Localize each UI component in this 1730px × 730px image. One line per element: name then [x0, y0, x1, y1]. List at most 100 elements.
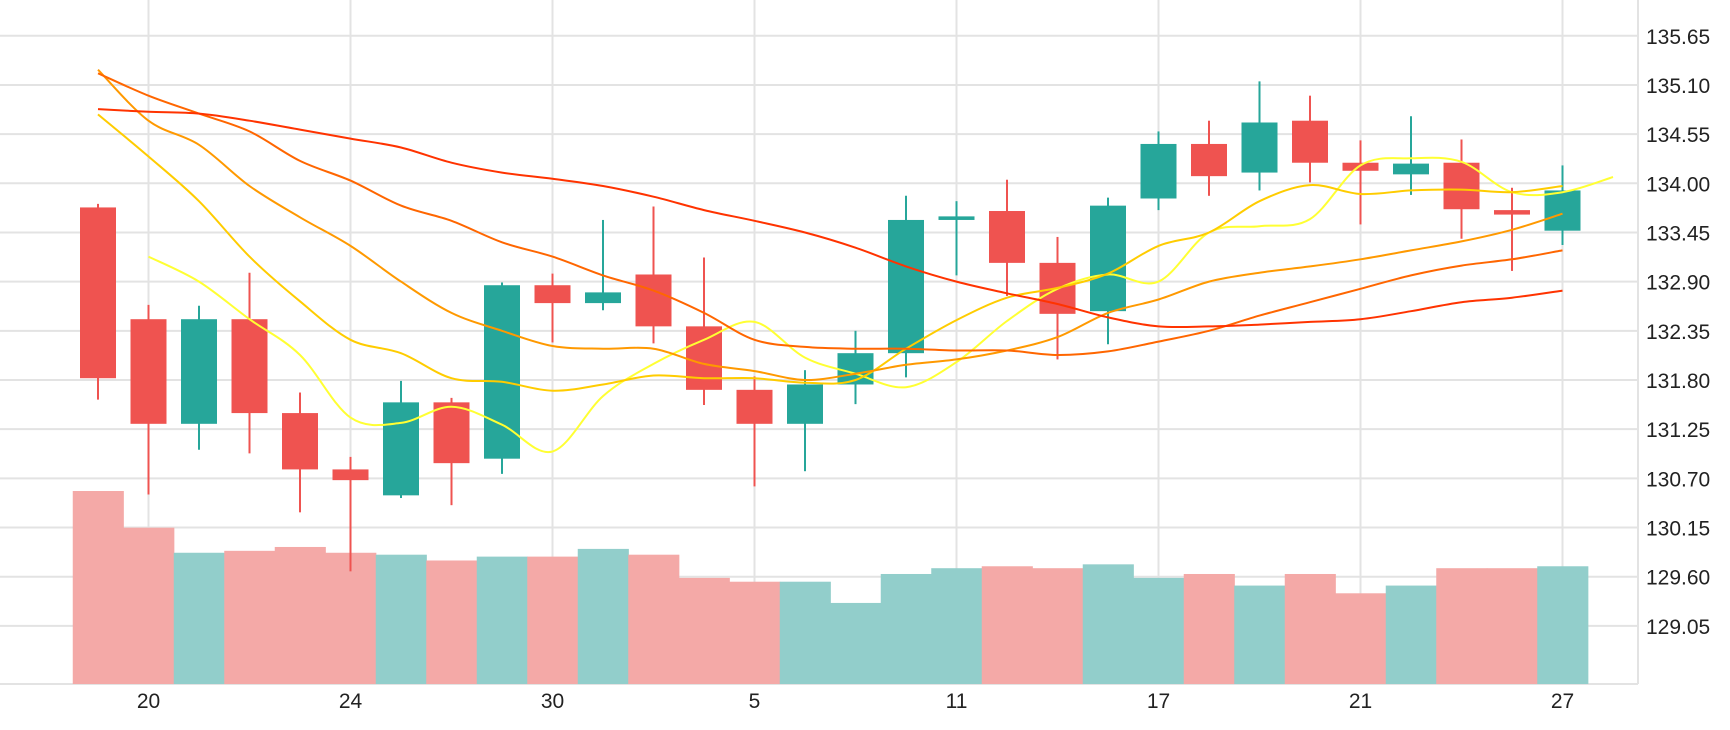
volume-bar [628, 554, 680, 684]
volume-bar [1032, 568, 1084, 684]
volume-bar [476, 556, 528, 684]
candle [938, 201, 975, 276]
x-tick-label: 11 [946, 690, 968, 713]
volume-bar [729, 581, 781, 684]
y-tick-label: 135.65 [1646, 26, 1710, 49]
candle-body [787, 384, 823, 424]
candle [231, 272, 268, 454]
candle [484, 282, 520, 474]
candle-body [1494, 210, 1530, 215]
y-tick-label: 135.10 [1646, 75, 1710, 98]
y-tick-label: 130.15 [1646, 518, 1710, 541]
volume-bar [678, 577, 730, 684]
volume-bar [1082, 564, 1134, 684]
moving-average-line [97, 108, 1563, 329]
candle-body [181, 319, 217, 424]
volume-bar [224, 550, 276, 684]
candle [181, 305, 217, 450]
y-tick-label: 132.90 [1646, 272, 1710, 295]
volume-bar [931, 568, 983, 684]
x-tick-label: 5 [749, 690, 761, 713]
candle-body [1140, 143, 1177, 199]
candle-body [1393, 163, 1429, 175]
candle-body [1544, 190, 1581, 231]
candle [686, 257, 722, 406]
candle-body [282, 413, 318, 470]
volume-bar [274, 546, 326, 684]
candle [1342, 140, 1379, 225]
candle [80, 203, 116, 400]
y-tick-label: 130.70 [1646, 468, 1710, 491]
candle-body [80, 207, 116, 379]
candle [282, 392, 318, 513]
candle [635, 206, 672, 344]
volume-bar [1537, 566, 1589, 684]
y-tick-label: 131.25 [1646, 419, 1710, 442]
candle-body [686, 326, 722, 390]
candle-body [383, 402, 419, 496]
candle-body [1090, 205, 1126, 312]
candle [736, 376, 773, 487]
candle [787, 370, 823, 472]
volume-bar [880, 573, 932, 684]
y-tick-label: 129.05 [1646, 616, 1710, 639]
candle-body [534, 285, 571, 304]
candle [1393, 116, 1429, 195]
candle-body [484, 285, 520, 459]
volume-bar [426, 560, 478, 684]
y-tick-label: 131.80 [1646, 370, 1710, 393]
candle-body [1443, 162, 1480, 210]
x-tick-label: 27 [1551, 690, 1574, 713]
candle-body [130, 319, 167, 424]
moving-average-line [97, 68, 1563, 382]
candle-body [989, 211, 1025, 263]
volume-bar [1284, 573, 1336, 684]
candle-layer [80, 81, 1581, 572]
x-tick-label: 20 [137, 690, 160, 713]
candle-body [433, 402, 470, 464]
x-tick-label: 21 [1349, 690, 1372, 713]
volume-bar [1385, 585, 1437, 684]
x-tick-label: 24 [339, 690, 363, 713]
candle [1191, 120, 1227, 196]
candle-body [888, 219, 924, 354]
candle-body [231, 319, 268, 414]
candle [1544, 165, 1581, 245]
candle [1292, 95, 1328, 183]
volume-bar [325, 552, 377, 684]
volume-bar [1335, 593, 1387, 684]
volume-bar [779, 581, 831, 684]
volume-bar [173, 552, 225, 684]
candle [585, 219, 621, 311]
y-tick-label: 129.60 [1646, 567, 1710, 590]
volume-bar [1436, 568, 1488, 684]
candle [1241, 81, 1278, 191]
candle [130, 304, 167, 495]
candle-body [585, 292, 621, 304]
volume-bar [577, 548, 629, 684]
y-tick-label: 134.00 [1646, 173, 1710, 196]
axis-layer: 135.65 135.10 134.55 134.00 133.45 132.90 132.… [137, 26, 1710, 713]
candle [1090, 197, 1126, 345]
candle-body [635, 274, 672, 327]
candle-body [1191, 143, 1227, 177]
candle [837, 330, 874, 405]
volume-layer [72, 491, 1589, 684]
x-tick-label: 17 [1147, 690, 1170, 713]
y-tick-label: 134.55 [1646, 124, 1710, 147]
candle-body [332, 469, 369, 481]
candle [433, 397, 470, 506]
candle [534, 273, 571, 343]
candle-body [938, 216, 975, 220]
volume-bar [123, 527, 175, 684]
candle-body [1292, 120, 1328, 163]
moving-average-line [97, 113, 1563, 392]
candle [383, 380, 419, 499]
candle-body [1342, 162, 1379, 171]
candle-body [736, 389, 773, 424]
candle [332, 456, 369, 572]
volume-bar [1234, 585, 1286, 684]
volume-bar [72, 491, 124, 684]
